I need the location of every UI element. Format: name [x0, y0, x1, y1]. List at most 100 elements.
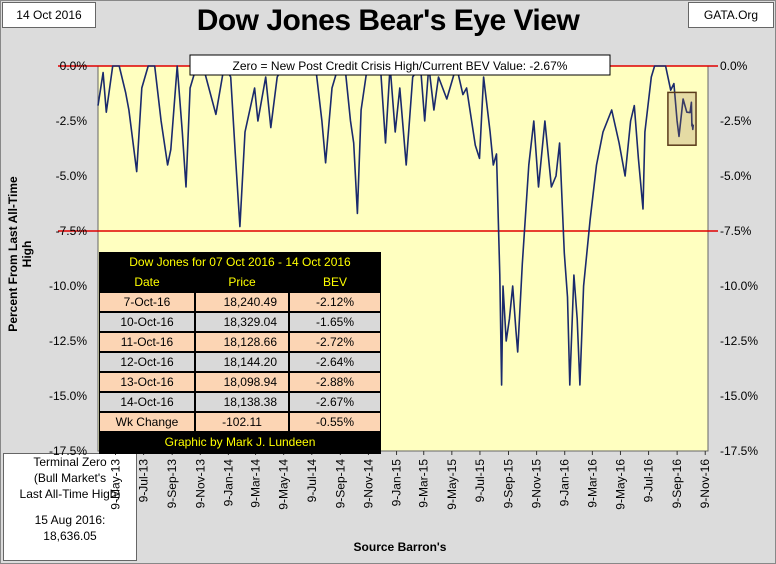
table-cell-bg — [196, 293, 288, 311]
table-row-cell: 18,329.04 — [224, 315, 278, 329]
table-cell-bg — [290, 313, 380, 331]
y-tick-label-left: -17.5% — [49, 444, 87, 458]
y-tick-label-left: -7.5% — [56, 224, 88, 238]
table-cell-bg — [290, 413, 380, 431]
table-cell-bg — [100, 313, 194, 331]
table-row-cell: 13-Oct-16 — [120, 375, 174, 389]
table-cell-bg — [290, 373, 380, 391]
table-header-cell: Price — [228, 275, 256, 289]
table-row-cell: 14-Oct-16 — [120, 395, 174, 409]
y-tick-label-left: -10.0% — [49, 279, 87, 293]
x-tick-label: 9-Sep-15 — [502, 459, 516, 509]
subtitle-text: Zero = New Post Credit Crisis High/Curre… — [233, 59, 568, 73]
y-tick-label-right: -2.5% — [720, 114, 752, 128]
table-row-cell: -1.65% — [316, 315, 354, 329]
x-tick-label: 9-Nov-13 — [193, 459, 207, 509]
x-axis-label: Source Barron's — [353, 540, 447, 554]
x-tick-label: 9-Nov-14 — [361, 459, 375, 509]
table-title: Dow Jones for 07 Oct 2016 - 14 Oct 2016 — [129, 255, 351, 269]
x-tick-label: 9-Sep-13 — [165, 459, 179, 509]
table-row-cell: -2.64% — [316, 355, 354, 369]
table-row-cell: 18,128.66 — [224, 335, 278, 349]
x-tick-label: 9-Jul-14 — [305, 459, 319, 503]
x-tick-label: 9-Mar-15 — [417, 459, 431, 508]
x-tick-label: 9-May-15 — [445, 459, 459, 510]
table-cell-bg — [196, 413, 288, 431]
y-tick-label-right: -7.5% — [720, 224, 752, 238]
x-tick-label: 9-May-14 — [277, 459, 291, 510]
table-header-cell: Date — [134, 275, 160, 289]
x-tick-label: 9-May-16 — [613, 459, 627, 510]
chart-title: Dow Jones Bear's Eye View — [196, 4, 580, 37]
x-tick-label: 9-Jul-15 — [473, 459, 487, 503]
table-change-row-cell: Wk Change — [116, 415, 179, 429]
table-row-cell: 18,138.38 — [224, 395, 278, 409]
table-cell-bg — [100, 393, 194, 411]
x-tick-label: 9-May-13 — [109, 459, 123, 510]
table-header-cell: BEV — [323, 275, 347, 289]
y-tick-label-left: -15.0% — [49, 389, 87, 403]
x-tick-label: 9-Jan-16 — [558, 459, 572, 507]
date-label: 14 Oct 2016 — [2, 2, 96, 28]
terminal-line-4: 15 Aug 2016: — [34, 513, 106, 527]
table-cell-bg — [290, 333, 380, 351]
x-tick-label: 9-Mar-16 — [585, 459, 599, 508]
table-row-cell: 10-Oct-16 — [120, 315, 174, 329]
table-footer: Graphic by Mark J. Lundeen — [165, 435, 316, 449]
table-cell-bg — [196, 333, 288, 351]
table-cell-bg — [290, 393, 380, 411]
table-cell-bg — [100, 413, 194, 431]
table-row-cell: 18,240.49 — [224, 295, 278, 309]
table-change-row-cell: -0.55% — [316, 415, 354, 429]
x-tick-label: 9-Jul-13 — [137, 459, 151, 503]
x-tick-label: 9-Nov-15 — [530, 459, 544, 509]
y-tick-label-left: -5.0% — [56, 169, 88, 183]
x-tick-label: 9-Sep-14 — [333, 459, 347, 509]
table-cell-bg — [290, 293, 380, 311]
table-row-cell: 18,144.20 — [224, 355, 278, 369]
table-cell-bg — [196, 393, 288, 411]
table-cell-bg — [100, 293, 194, 311]
table-cell-bg — [196, 313, 288, 331]
current-week-highlight-box — [667, 91, 697, 146]
table-row-cell: 11-Oct-16 — [121, 335, 174, 349]
x-tick-label: 9-Mar-14 — [249, 459, 263, 508]
terminal-line-5: 18,636.05 — [43, 529, 97, 543]
y-tick-label-right: -17.5% — [720, 444, 758, 458]
table-row-cell: 18,098.94 — [224, 375, 278, 389]
weekly-data-table: Dow Jones for 07 Oct 2016 - 14 Oct 2016 D… — [99, 252, 381, 454]
table-row-cell: -2.88% — [316, 375, 354, 389]
table-cell-bg — [100, 373, 194, 391]
table-row-cell: -2.12% — [316, 295, 354, 309]
y-tick-label-right: -5.0% — [720, 169, 752, 183]
terminal-line-1: Terminal Zero — [33, 455, 107, 469]
source-site-label: GATA.Org — [688, 2, 774, 28]
y-tick-label-left: -12.5% — [49, 334, 87, 348]
table-cell-bg — [196, 373, 288, 391]
x-tick-label: 9-Sep-16 — [670, 459, 684, 509]
table-cell-bg — [196, 353, 288, 371]
subtitle-box — [189, 54, 611, 76]
terminal-line-3: Last All-Time High) — [19, 487, 121, 501]
table-cell-bg — [290, 353, 380, 371]
table-cell-bg — [100, 353, 194, 371]
x-tick-label: 9-Jan-15 — [390, 459, 404, 507]
y-tick-label-left: 0.0% — [60, 59, 88, 73]
x-tick-label: 9-Nov-16 — [698, 459, 712, 509]
y-tick-label-right: -10.0% — [720, 279, 758, 293]
terminal-zero-box: Terminal Zero (Bull Market's Last All-Ti… — [3, 453, 137, 561]
x-tick-label: 9-Jan-14 — [221, 459, 235, 507]
y-tick-label-right: 0.0% — [720, 59, 748, 73]
table-row-cell: 12-Oct-16 — [120, 355, 174, 369]
y-tick-label-right: -15.0% — [720, 389, 758, 403]
y-tick-label-right: -12.5% — [720, 334, 758, 348]
x-tick-label: 9-Jul-16 — [642, 459, 656, 503]
table-row-cell: -2.67% — [316, 395, 354, 409]
table-cell-bg — [100, 333, 194, 351]
y-tick-label-left: -2.5% — [56, 114, 88, 128]
terminal-line-2: (Bull Market's — [33, 471, 107, 485]
table-row-cell: 7-Oct-16 — [124, 295, 171, 309]
table-change-row-cell: -102.11 — [222, 415, 262, 429]
table-row-cell: -2.72% — [316, 335, 354, 349]
